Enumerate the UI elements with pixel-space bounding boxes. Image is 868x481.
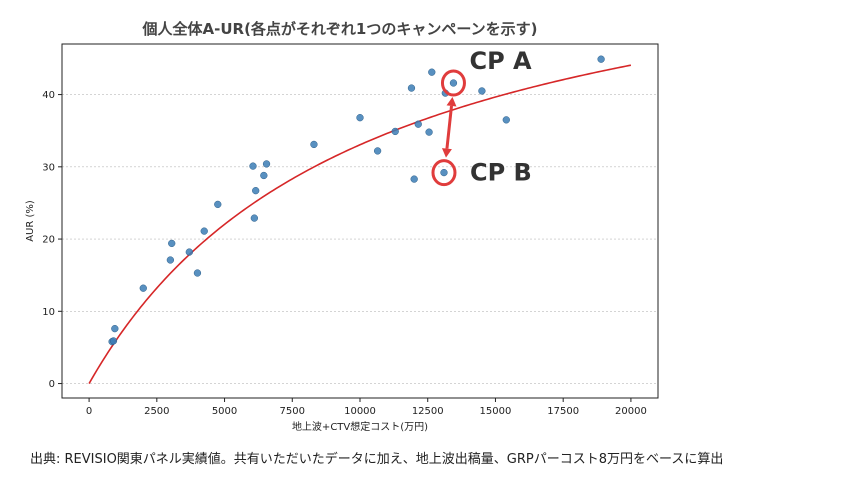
x-tick-label: 10000 <box>344 406 376 417</box>
y-tick-label: 30 <box>42 162 55 173</box>
x-tick-label: 7500 <box>280 406 305 417</box>
y-tick-label: 0 <box>49 379 55 390</box>
y-axis-label: AUR (%) <box>25 200 36 242</box>
data-point <box>310 140 318 149</box>
y-tick-label: 20 <box>42 235 55 246</box>
data-point <box>356 114 364 122</box>
data-point <box>252 187 260 195</box>
y-tick-label: 10 <box>42 307 55 318</box>
data-point <box>502 116 510 124</box>
chart-title: 個人全体A-UR(各点がそれぞれ1つのキャンペーンを示す) <box>142 20 538 38</box>
data-point <box>478 87 486 95</box>
data-point <box>425 128 433 136</box>
data-point <box>193 269 202 277</box>
data-point <box>410 175 418 183</box>
data-point <box>391 127 399 136</box>
data-point <box>111 324 119 333</box>
x-axis: 0 2500 5000 7500 10000 12500 15000 17500 20000 <box>86 398 647 417</box>
data-point <box>166 256 175 264</box>
data-point <box>214 200 222 209</box>
x-tick-label: 5000 <box>212 406 237 417</box>
x-tick-label: 2500 <box>144 406 169 417</box>
data-point <box>449 79 458 87</box>
arrow-head-top <box>446 97 457 107</box>
data-point <box>440 168 448 177</box>
comparison-arrow-shaft <box>445 105 453 149</box>
scatter-chart: 個人全体A-UR(各点がそれぞれ1つのキャンペーンを示す) 0 2500 5000 7… <box>25 20 659 433</box>
y-axis: 0 10 20 30 40 <box>42 90 62 390</box>
data-point <box>262 160 271 168</box>
data-point <box>185 248 193 256</box>
arrow-head-bottom <box>441 148 452 158</box>
data-point <box>249 162 257 170</box>
x-tick-label: 15000 <box>480 406 512 417</box>
data-point <box>200 227 208 235</box>
data-point <box>109 337 118 345</box>
data-points <box>108 55 605 346</box>
data-point <box>139 284 147 292</box>
x-axis-label: 地上波+CTV想定コスト(万円) <box>292 420 428 433</box>
x-tick-label: 20000 <box>615 406 647 417</box>
cp-b-label: CP B <box>470 159 532 187</box>
data-point <box>428 68 436 76</box>
data-point <box>250 214 258 222</box>
grid-lines <box>62 94 658 384</box>
plot-frame <box>61 43 659 399</box>
x-tick-label: 0 <box>86 406 92 417</box>
fit-curve <box>88 64 632 384</box>
x-tick-label: 17500 <box>547 406 579 417</box>
data-point <box>407 84 416 92</box>
data-point <box>260 171 268 180</box>
cp-a-highlight-circle <box>440 69 466 97</box>
data-point <box>168 239 176 248</box>
x-tick-label: 12500 <box>412 406 444 417</box>
data-point <box>597 55 605 63</box>
fit-curve-layer <box>88 64 632 384</box>
source-note: 出典: REVISIO関東パネル実績値。共有いただいたデータに加え、地上波出稿量… <box>30 452 724 467</box>
annotations: CP A CP B <box>431 47 532 187</box>
cp-b-highlight-circle <box>431 159 457 187</box>
y-tick-label: 40 <box>42 90 55 101</box>
cp-a-label: CP A <box>469 47 532 75</box>
data-point <box>414 120 422 128</box>
data-point <box>373 147 382 155</box>
